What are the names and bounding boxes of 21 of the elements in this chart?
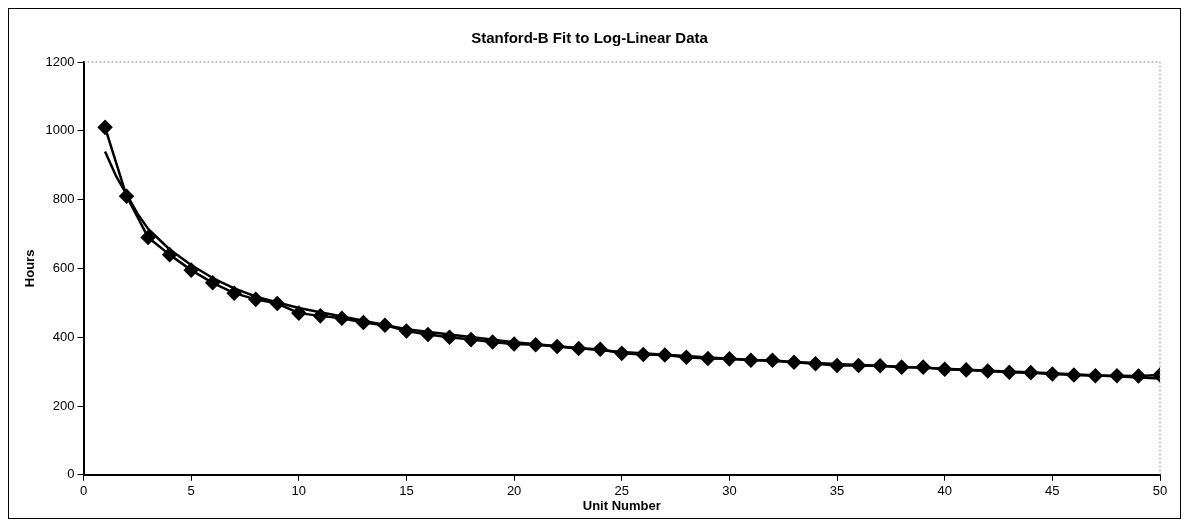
x-axis-title: Unit Number <box>582 497 661 513</box>
chart-title: Stanford-B Fit to Log-Linear Data <box>471 29 709 47</box>
y-tick-label: 800 <box>52 191 75 207</box>
x-tick-label: 20 <box>506 483 522 499</box>
x-tick-label: 25 <box>614 483 629 499</box>
x-tick-label: 35 <box>829 483 845 499</box>
y-tick-label: 0 <box>67 466 75 482</box>
x-tick-label: 5 <box>187 483 195 499</box>
y-axis-title: Hours <box>22 249 38 288</box>
y-tick-label: 1200 <box>45 53 75 69</box>
x-tick-label: 40 <box>937 483 952 499</box>
x-tick-label: 0 <box>79 483 88 499</box>
x-tick-label: 30 <box>722 483 737 499</box>
x-tick-label: 15 <box>399 483 414 499</box>
x-tick-label: 45 <box>1045 483 1060 499</box>
x-tick-label: 50 <box>1152 483 1168 499</box>
x-tick-label: 10 <box>291 483 307 499</box>
y-tick-label: 1000 <box>45 122 75 138</box>
y-tick-label: 200 <box>52 397 75 413</box>
y-tick-label: 400 <box>52 328 75 344</box>
y-tick-label: 600 <box>52 259 75 275</box>
